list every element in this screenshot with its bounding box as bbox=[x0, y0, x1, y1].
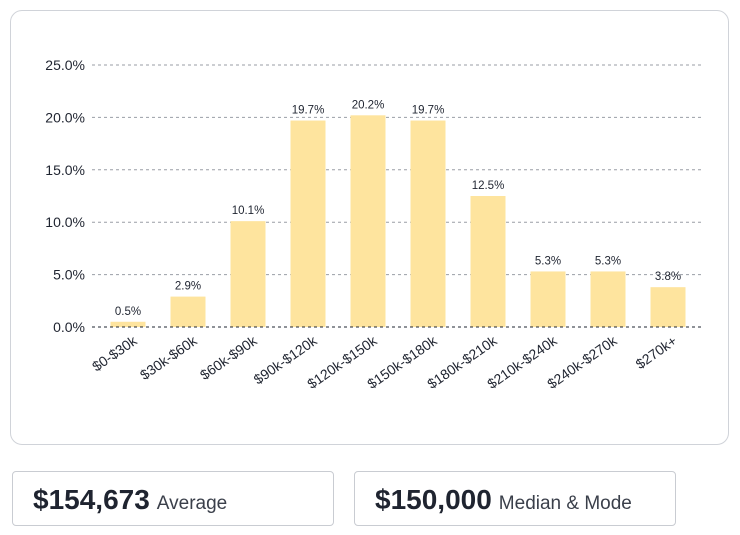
average-stat-card: $154,673 Average bbox=[12, 471, 334, 526]
data-label: 2.9% bbox=[175, 281, 201, 293]
bar bbox=[350, 115, 386, 327]
data-label: 5.3% bbox=[535, 255, 561, 267]
y-tick-label: 20.0% bbox=[45, 109, 85, 125]
x-tick-label: $0-$30k bbox=[89, 332, 140, 375]
salary-distribution-chart: 0.0% 5.0% 10.0% 15.0% 20.0% 25.0% 0.5% $0-$30k 2… bbox=[10, 10, 729, 445]
data-label: 20.2% bbox=[352, 99, 385, 111]
bar bbox=[590, 271, 626, 327]
bar bbox=[530, 271, 566, 327]
median-stat-card: $150,000 Median & Mode bbox=[354, 471, 676, 526]
y-tick-label: 5.0% bbox=[53, 267, 85, 283]
bar bbox=[170, 296, 206, 327]
bar bbox=[650, 287, 686, 327]
y-tick-label: 25.0% bbox=[45, 57, 85, 73]
median-value: $150,000 bbox=[375, 484, 492, 515]
data-label: 10.1% bbox=[232, 205, 265, 217]
bar bbox=[410, 120, 446, 327]
data-label: 0.5% bbox=[115, 306, 141, 318]
bar bbox=[230, 221, 266, 327]
x-tick-label: $30k-$60k bbox=[137, 332, 201, 383]
average-label: Average bbox=[156, 493, 228, 514]
y-tick-label: 15.0% bbox=[45, 162, 85, 178]
data-label: 3.8% bbox=[655, 271, 681, 283]
data-label: 12.5% bbox=[472, 180, 505, 192]
median-label: Median & Mode bbox=[498, 493, 632, 514]
bar bbox=[470, 196, 506, 327]
average-value: $154,673 bbox=[33, 484, 150, 515]
data-label: 19.7% bbox=[292, 105, 325, 117]
data-label: 19.7% bbox=[412, 105, 445, 117]
bar-chart-svg: 0.0% 5.0% 10.0% 15.0% 20.0% 25.0% 0.5% $0-$30k 2… bbox=[45, 57, 702, 392]
data-label: 5.3% bbox=[595, 255, 621, 267]
bar bbox=[110, 321, 146, 327]
y-tick-label: 0.0% bbox=[53, 319, 85, 335]
x-tick-label: $270k+ bbox=[633, 332, 680, 372]
bar bbox=[290, 120, 326, 327]
y-tick-label: 10.0% bbox=[45, 214, 85, 230]
